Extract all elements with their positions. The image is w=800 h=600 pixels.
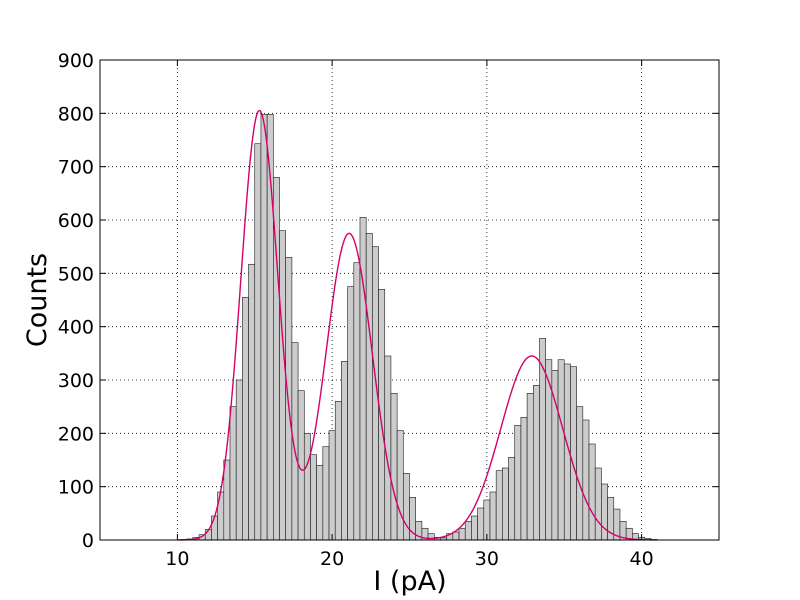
histogram-bar — [254, 143, 262, 541]
histogram-bar — [557, 359, 565, 541]
histogram-bar — [570, 366, 577, 541]
histogram-bars — [180, 114, 658, 541]
histogram-bar — [464, 521, 472, 541]
y-tick-label: 500 — [58, 263, 94, 285]
histogram-bar — [328, 430, 336, 541]
histogram-bar — [576, 406, 584, 541]
histogram-bar — [477, 507, 485, 541]
histogram-bar — [378, 289, 386, 541]
plot-frame — [99, 59, 720, 541]
histogram-bar — [285, 257, 293, 541]
histogram-bar — [582, 419, 590, 541]
y-tick-label: 0 — [82, 530, 94, 552]
y-tick-label: 200 — [58, 423, 94, 445]
histogram-bar — [403, 473, 410, 541]
y-tick-label: 700 — [58, 157, 94, 179]
histogram-bar — [520, 417, 528, 541]
axis-ticks — [100, 59, 719, 541]
y-tick-label: 100 — [58, 477, 94, 499]
histogram-bar — [248, 263, 256, 541]
histogram-bar — [471, 515, 478, 541]
x-tick-label: 30 — [475, 548, 499, 570]
y-tick-label: 400 — [58, 317, 94, 339]
histogram-bar — [458, 527, 466, 541]
x-tick-label: 10 — [165, 548, 189, 570]
fit-curve — [177, 109, 658, 541]
histogram-bar — [526, 393, 534, 541]
grid-lines — [100, 60, 719, 540]
x-tick-labels: 10 20 30 40 — [165, 548, 653, 570]
histogram-bar — [594, 467, 602, 541]
x-axis-label: I (pA) — [373, 566, 446, 597]
histogram-bar — [514, 425, 522, 541]
histogram-bar — [347, 286, 355, 541]
histogram-bar — [334, 401, 342, 541]
histogram-bar — [353, 262, 361, 541]
histogram-bar — [489, 491, 497, 541]
histogram-bar — [365, 233, 373, 541]
histogram-bar — [229, 406, 237, 541]
x-tick-label: 40 — [630, 548, 654, 570]
histogram-bar — [279, 230, 287, 541]
y-tick-label: 900 — [58, 50, 94, 72]
y-tick-label: 800 — [58, 103, 94, 125]
histogram-bar — [359, 217, 367, 541]
histogram-bar — [235, 379, 243, 541]
histogram-bar — [396, 430, 404, 541]
histogram-bar — [341, 361, 348, 541]
histogram-bar — [588, 443, 596, 541]
histogram-bar — [303, 433, 311, 541]
histogram-bar — [495, 470, 503, 541]
histogram-bar — [532, 385, 540, 541]
y-tick-label: 600 — [58, 210, 94, 232]
histogram-bar — [211, 515, 218, 541]
histogram-bar — [508, 457, 516, 541]
histogram-bar — [260, 114, 268, 541]
histogram-bar — [316, 465, 324, 541]
histogram-bar — [390, 393, 398, 541]
histogram-bar — [601, 483, 608, 541]
histogram-bar — [502, 467, 509, 541]
y-axis-label: Counts — [22, 253, 53, 347]
histogram-bar — [539, 338, 546, 541]
histogram-bar — [452, 531, 460, 541]
histogram-bar — [322, 446, 330, 541]
histogram-bar — [310, 454, 317, 541]
histogram-bar — [223, 459, 231, 541]
x-tick-label: 20 — [320, 548, 344, 570]
y-tick-labels: 0 100 200 300 400 500 600 700 800 900 — [58, 50, 94, 552]
y-tick-label: 300 — [58, 370, 94, 392]
histogram-bar — [242, 297, 249, 541]
